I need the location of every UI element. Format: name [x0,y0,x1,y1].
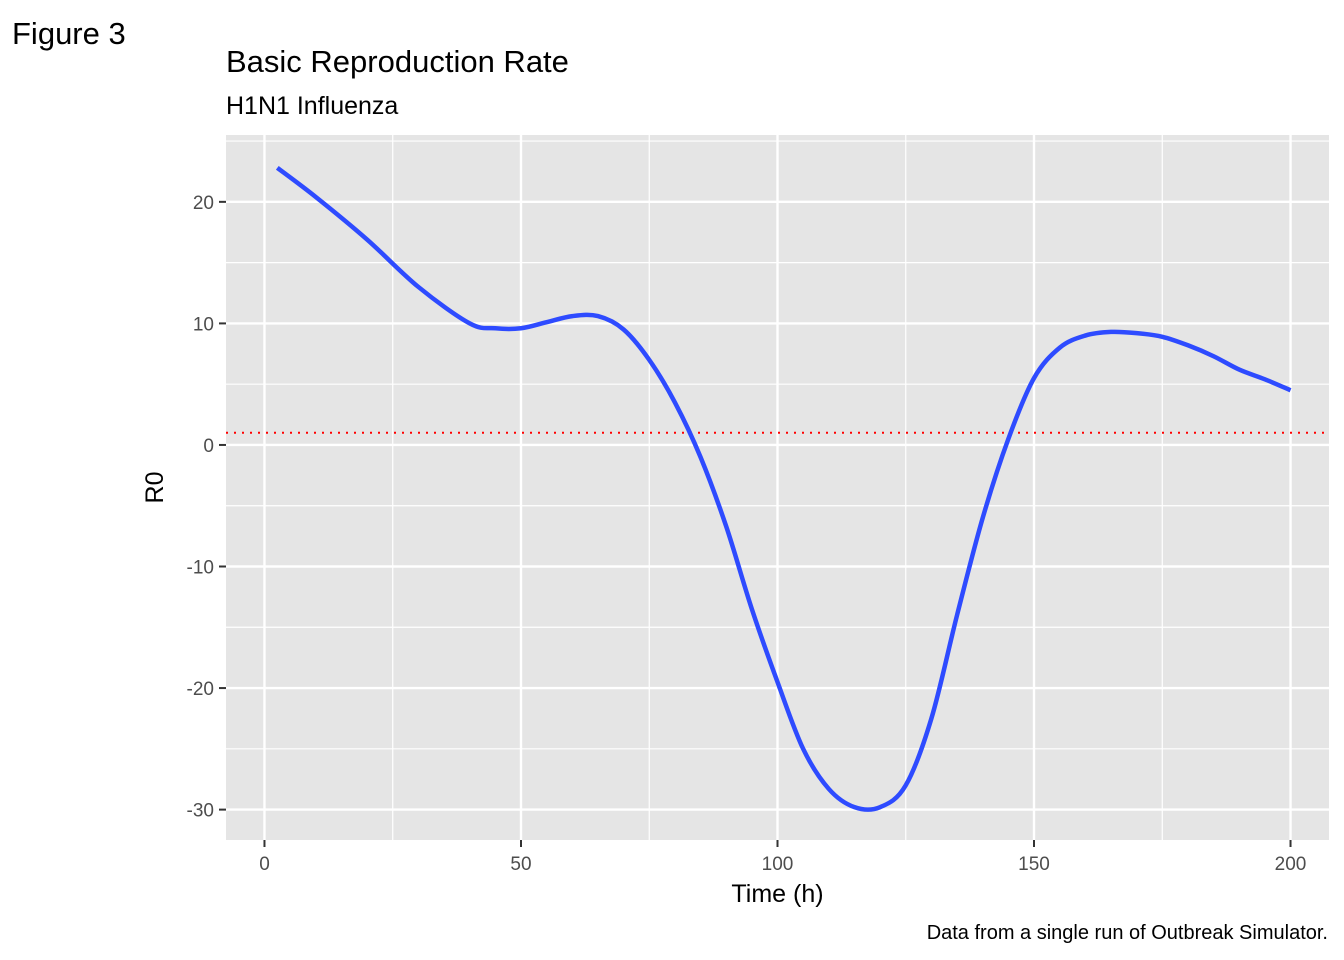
chart-subtitle: H1N1 Influenza [226,92,399,120]
y-tick-label: 10 [193,314,214,335]
y-tick-label: 0 [203,436,214,457]
y-axis-title: R0 [141,472,169,504]
y-tick-label: -30 [187,801,214,822]
series-line-r0 [275,166,1292,812]
x-axis-title: Time (h) [731,880,823,908]
x-tick-label: 0 [259,854,270,875]
y-tick-label: -10 [187,558,214,579]
y-tick-label: 20 [193,193,214,214]
x-tick-label: 100 [762,854,794,875]
x-tick-label: 150 [1018,854,1050,875]
major-gridlines [226,135,1329,840]
x-tick-label: 200 [1275,854,1307,875]
chart-title: Basic Reproduction Rate [226,44,569,79]
figure-label: Figure 3 [12,16,126,51]
x-tick-label: 50 [510,854,531,875]
y-tick-label: -20 [187,679,214,700]
x-axis: 0 50 100 150 200 [259,840,1306,875]
y-axis: -30 -20 -10 0 10 20 [187,193,226,822]
caption: Data from a single run of Outbreak Simul… [926,922,1328,944]
